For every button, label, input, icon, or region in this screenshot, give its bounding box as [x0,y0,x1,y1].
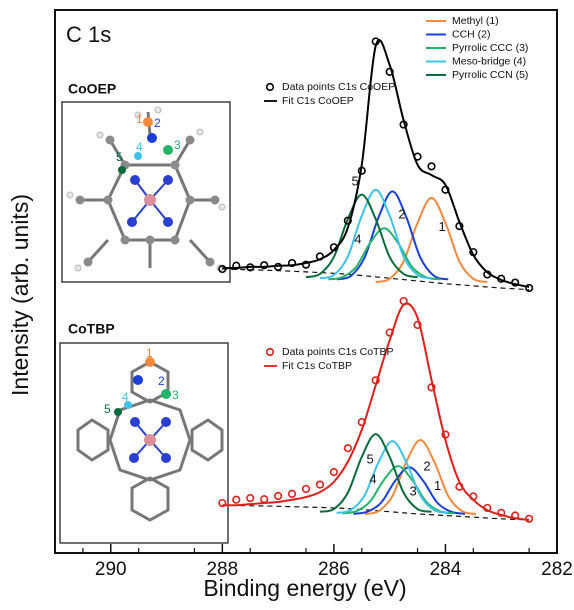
legend-marker [267,349,274,356]
inset-label: 2 [158,374,165,388]
legend-marker [267,84,274,91]
peak-label: 4 [354,232,361,247]
peak-label: 2 [423,459,430,474]
data-point [233,496,240,503]
legend-label: Fit C1s CoTBP [282,360,352,372]
x-tick-label: 286 [318,559,350,580]
legend-label: Meso-bridge (4) [452,55,526,67]
data-point [400,298,407,305]
x-tick-label: 288 [206,559,238,580]
fit-line [222,304,529,520]
data-point [247,495,254,502]
inset-label: 4 [122,390,129,404]
legend-label: Pyrrolic CCC (3) [452,42,528,54]
peak-label: 1 [434,478,441,493]
page: C 1s Binding energy (eV) Intensity (arb.… [0,0,574,605]
component-peak [376,198,488,282]
legend-label: Data points C1s CoTBP [282,346,393,358]
peak-label: 5 [351,174,358,189]
peak-label: 2 [398,207,405,222]
peak-label: 3 [409,484,416,499]
data-point [303,486,310,493]
inset-label: 2 [154,116,161,130]
data-point [526,285,533,292]
y-axis-label: Intensity (arb. units) [7,194,33,396]
inset-label: 3 [174,138,181,152]
data-point [317,481,324,488]
inset-label: 5 [116,150,123,164]
legend-label: CCH (2) [452,28,491,40]
inset-label: 1 [146,346,153,360]
inset-label: 3 [172,388,179,402]
legend-label: Data points C1s CoOEP [282,81,395,93]
peak-label: 5 [367,452,374,467]
x-tick-label: 282 [541,559,573,580]
molecule-inset [60,343,228,543]
chart: C 1s Binding energy (eV) Intensity (arb.… [0,0,574,605]
legend-label: Methyl (1) [452,15,499,27]
inset-label: 4 [136,140,143,154]
inset-label: 1 [136,112,143,126]
background-line [222,269,529,290]
x-tick-label: 284 [430,559,462,580]
x-tick-label: 290 [95,559,127,580]
data-point [289,491,296,498]
chart-title: C 1s [66,22,111,47]
panel-title: CoTBP [68,321,115,337]
data-point [331,469,338,476]
inset-label: 5 [104,402,111,416]
peak-label: 4 [369,472,376,487]
legend-label: Fit C1s CoOEP [282,95,354,107]
data-point [275,493,282,500]
peak-label: 1 [438,219,445,234]
molecule-inset [62,102,230,282]
legend-label: Pyrrolic CCN (5) [452,69,528,81]
data-point [428,163,435,170]
data-point [261,496,268,503]
data-point [345,445,352,452]
panel-title: CoOEP [68,81,116,97]
